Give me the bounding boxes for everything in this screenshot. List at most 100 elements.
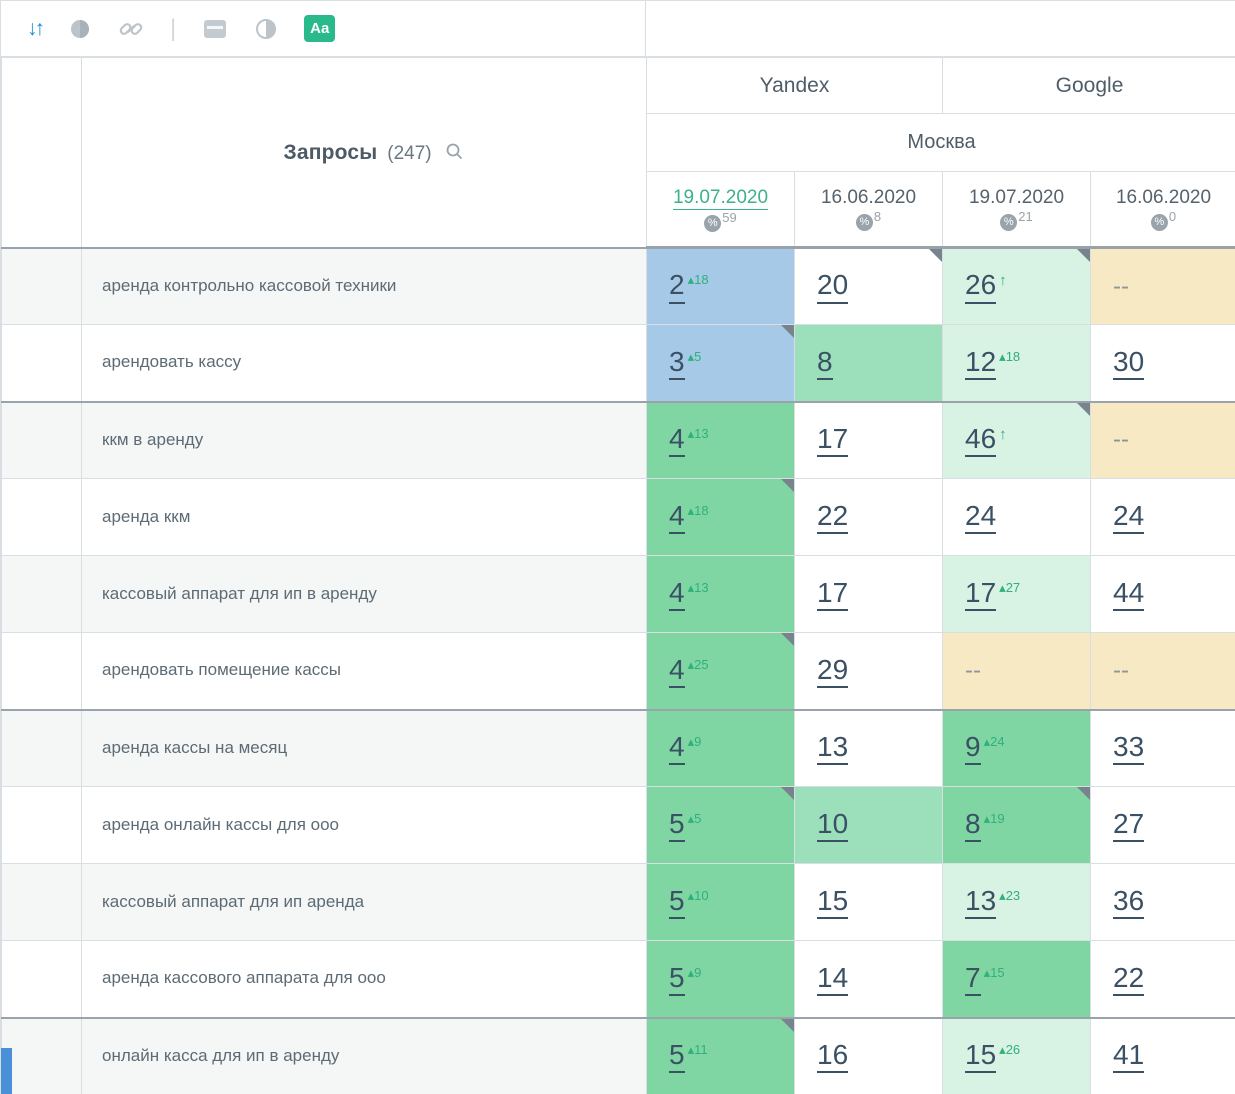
row-select-cell[interactable] <box>1 400 82 479</box>
date-column-header[interactable]: 16.06.2020% 8 <box>793 171 944 249</box>
position-value-link[interactable]: 8 <box>817 346 833 380</box>
position-value-link[interactable]: 27 <box>1113 808 1145 843</box>
keyword-cell[interactable]: аренда кассового аппарата для ооо <box>81 940 647 1018</box>
position-value-link[interactable]: 5 <box>669 962 685 996</box>
position-value-link[interactable]: 24 <box>965 500 997 535</box>
position-value-link[interactable]: 46 <box>965 423 997 458</box>
position-value-link[interactable]: 15 <box>965 1039 997 1074</box>
position-value-link[interactable]: 13 <box>965 885 997 920</box>
search-icon[interactable] <box>445 143 464 166</box>
engine-header-google[interactable]: Google <box>942 57 1235 114</box>
position-value-link[interactable]: 5 <box>669 808 685 843</box>
keyword-cell[interactable]: кассовый аппарат для ип аренда <box>81 863 647 941</box>
row-select-cell[interactable] <box>1 1016 82 1094</box>
date-sort-link[interactable]: 16.06.2020 <box>1115 187 1212 208</box>
queries-header[interactable]: Запросы (247) <box>81 57 647 248</box>
position-value-link[interactable]: 7 <box>965 962 981 996</box>
position-value-link[interactable]: 10 <box>817 808 849 843</box>
keyword-cell[interactable]: арендовать кассу <box>81 324 647 402</box>
position-value-link[interactable]: 9 <box>965 731 981 766</box>
region-header[interactable]: Москва <box>645 113 1235 172</box>
target-icon[interactable] <box>68 17 92 41</box>
position-value-link[interactable]: 8 <box>965 808 981 843</box>
visibility-percent: % 8 <box>855 209 881 231</box>
position-value-link[interactable]: 2 <box>669 269 685 304</box>
row-select-cell[interactable] <box>1 246 82 325</box>
position-value-link[interactable]: 17 <box>965 577 997 612</box>
position-value-link[interactable]: 44 <box>1113 577 1145 612</box>
row-select-cell[interactable] <box>1 555 82 633</box>
date-sort-link[interactable]: 19.07.2020 <box>968 187 1065 208</box>
keyword-cell[interactable]: кассовый аппарат для ип в аренду <box>81 555 647 633</box>
percent-icon: % <box>1150 214 1168 231</box>
bottom-left-scroll-indicator[interactable] <box>1 1048 12 1094</box>
position-value-link[interactable]: 5 <box>669 1039 685 1074</box>
position-value-link[interactable]: 17 <box>817 577 849 612</box>
position-value-link[interactable]: 13 <box>817 731 849 766</box>
position-value-link[interactable]: 24 <box>1113 500 1145 535</box>
percent-value: 59 <box>722 209 737 225</box>
link-icon[interactable] <box>118 16 144 42</box>
keyword-cell[interactable]: аренда кассы на месяц <box>81 708 647 787</box>
date-sort-link[interactable]: 16.06.2020 <box>820 187 917 208</box>
position-value-link[interactable]: 4 <box>669 731 685 766</box>
position-value-link[interactable]: 4 <box>669 500 685 535</box>
card-view-icon[interactable] <box>202 18 228 40</box>
contrast-icon[interactable] <box>254 17 278 41</box>
position-value-link[interactable]: 15 <box>817 885 849 920</box>
position-value-link[interactable]: 16 <box>817 1039 849 1074</box>
position-value-link[interactable]: 41 <box>1113 1039 1145 1074</box>
date-column-header[interactable]: 16.06.2020% 0 <box>1090 171 1235 249</box>
position-value-link[interactable]: 3 <box>669 346 685 380</box>
position-value-link[interactable]: 4 <box>669 654 685 688</box>
queries-label: Запросы <box>283 140 378 164</box>
date-header-row: 19.07.2020% 59 16.06.2020% 8 19.07.2020% 21 16… <box>2 171 1235 249</box>
position-change-badge: ▴18 <box>999 348 1021 364</box>
position-cell: 29 <box>793 632 944 710</box>
position-value-link[interactable]: 17 <box>817 423 849 458</box>
row-select-cell[interactable] <box>1 863 82 941</box>
date-column-header[interactable]: 19.07.2020% 21 <box>942 171 1092 249</box>
position-change-badge: ▴10 <box>687 887 709 903</box>
keyword-cell[interactable]: аренда ккм <box>81 478 647 556</box>
sort-icon-glyph: ↓↑ <box>27 16 45 40</box>
position-cell: -- <box>1090 246 1235 325</box>
position-value-link[interactable]: 26 <box>965 269 997 304</box>
keyword-cell[interactable]: аренда контрольно кассовой техники <box>81 246 647 325</box>
no-position-value: -- <box>1113 656 1129 684</box>
percent-value: 21 <box>1018 209 1033 224</box>
position-value-link[interactable]: 36 <box>1113 885 1145 920</box>
row-select-cell[interactable] <box>1 324 82 402</box>
row-select-cell[interactable] <box>1 940 82 1018</box>
position-cell: 17 <box>793 400 944 479</box>
keyword-cell[interactable]: онлайн касса для ип в аренду <box>81 1016 647 1094</box>
position-value-link[interactable]: 22 <box>1113 962 1145 996</box>
position-value-link[interactable]: 30 <box>1113 346 1145 380</box>
keyword-cell[interactable]: ккм в аренду <box>81 400 647 479</box>
keyword-cell[interactable]: арендовать помещение кассы <box>81 632 647 710</box>
position-value-link[interactable]: 22 <box>817 500 849 535</box>
percent-value: 8 <box>873 209 882 224</box>
position-value-link[interactable]: 4 <box>669 423 685 458</box>
row-select-cell[interactable] <box>1 786 82 864</box>
row-select-cell[interactable] <box>1 708 82 787</box>
date-sort-link[interactable]: 19.07.2020 <box>672 186 769 210</box>
keyword-cell[interactable]: аренда онлайн кассы для ооо <box>81 786 647 864</box>
position-value-link[interactable]: 5 <box>669 885 685 920</box>
position-value-link[interactable]: 14 <box>817 962 849 996</box>
row-select-cell[interactable] <box>1 478 82 556</box>
position-value-link[interactable]: 20 <box>817 269 849 304</box>
position-value-link[interactable]: 29 <box>817 654 849 688</box>
case-toggle-button[interactable]: Aa <box>304 15 336 42</box>
date-column-header[interactable]: 19.07.2020% 59 <box>646 171 795 249</box>
table-row: аренда онлайн кассы для ооо 5 ▴5 10 8 ▴19 27 <box>1 786 1235 864</box>
sort-icon[interactable]: ↓↑ <box>27 16 45 41</box>
queries-count: (247) <box>387 142 432 164</box>
position-cell: 4 ▴9 <box>646 708 795 787</box>
row-select-cell[interactable] <box>1 632 82 710</box>
link-icon-svg <box>119 22 143 35</box>
position-value-link[interactable]: 33 <box>1113 731 1145 766</box>
position-value-link[interactable]: 4 <box>669 577 685 612</box>
position-value-link[interactable]: 12 <box>965 346 997 380</box>
engine-header-yandex[interactable]: Yandex <box>645 57 944 114</box>
